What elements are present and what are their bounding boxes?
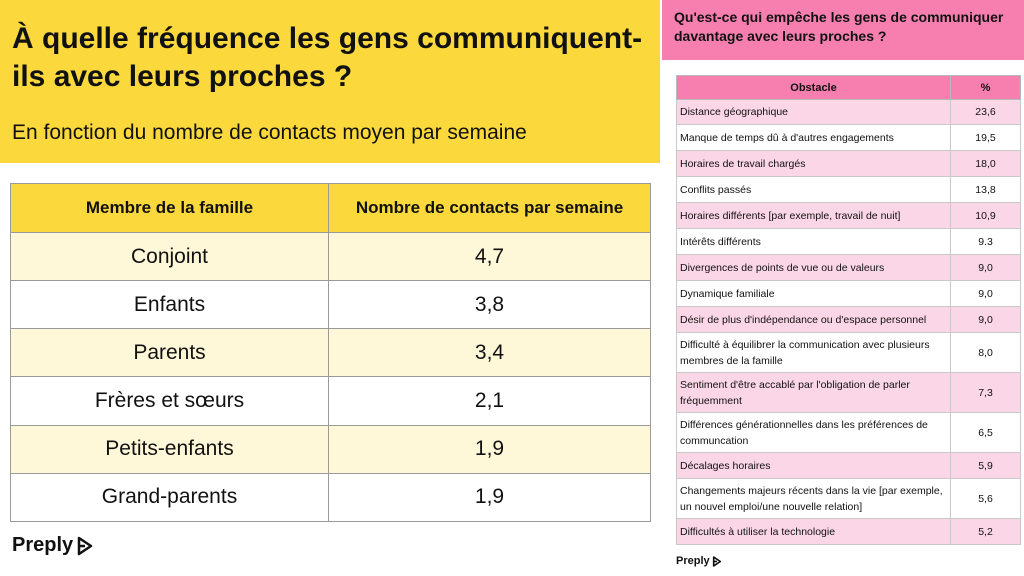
table-row: Conjoint 4,7 <box>10 231 651 282</box>
obstacle-cell: Sentiment d'être accablé par l'obligatio… <box>676 372 951 413</box>
obstacle-cell: Manque de temps dû à d'autres engagement… <box>676 124 951 151</box>
left-header-band: À quelle fréquence les gens communiquent… <box>0 0 660 163</box>
member-cell: Frères et sœurs <box>10 376 329 426</box>
right-title: Qu'est-ce qui empêche les gens de commun… <box>674 9 1004 44</box>
brand-logo-left: Preply <box>12 534 94 557</box>
obstacle-cell: Intérêts différents <box>676 228 951 255</box>
table-row: Parents 3,4 <box>10 328 651 378</box>
obstacle-cell: Désir de plus d'indépendance ou d'espace… <box>676 306 951 333</box>
table-row: Intérêts différents 9.3 <box>676 228 1021 255</box>
percent-cell: 18,0 <box>950 150 1021 177</box>
column-header-contacts: Nombre de contacts par semaine <box>328 183 651 233</box>
contacts-cell: 1,9 <box>328 424 651 474</box>
table-row: Enfants 3,8 <box>10 280 651 330</box>
brand-name: Preply <box>12 534 74 556</box>
table-row: Désir de plus d'indépendance ou d'espace… <box>676 306 1021 333</box>
member-cell: Conjoint <box>10 231 329 282</box>
obstacles-table: Obstacle % Distance géographique 23,6 Ma… <box>676 75 1021 545</box>
column-header-member: Membre de la famille <box>10 183 329 233</box>
table-row: Divergences de points de vue ou de valeu… <box>676 254 1021 281</box>
contacts-cell: 4,7 <box>328 231 651 282</box>
table-row: Décalages horaires 5,9 <box>676 452 1021 479</box>
percent-cell: 7,3 <box>950 372 1021 413</box>
table-row: Difficultés à utiliser la technologie 5,… <box>676 518 1021 545</box>
percent-cell: 19,5 <box>950 124 1021 151</box>
table-row: Petits-enfants 1,9 <box>10 424 651 474</box>
table-row: Horaires différents [par exemple, travai… <box>676 202 1021 229</box>
obstacle-cell: Difficulté à équilibrer la communication… <box>676 332 951 373</box>
table-row: Conflits passés 13,8 <box>676 176 1021 203</box>
obstacle-cell: Dynamique familiale <box>676 280 951 307</box>
percent-cell: 9,0 <box>950 280 1021 307</box>
obstacle-cell: Différences générationnelles dans les pr… <box>676 412 951 453</box>
obstacle-cell: Difficultés à utiliser la technologie <box>676 518 951 545</box>
contacts-cell: 3,8 <box>328 280 651 330</box>
column-header-obstacle: Obstacle <box>676 75 951 100</box>
contacts-cell: 1,9 <box>328 472 651 523</box>
brand-name: Preply <box>676 555 710 567</box>
table-header-row: Obstacle % <box>676 75 1021 100</box>
percent-cell: 9,0 <box>950 254 1021 281</box>
obstacle-cell: Distance géographique <box>676 99 951 125</box>
percent-cell: 23,6 <box>950 99 1021 125</box>
left-title: À quelle fréquence les gens communiquent… <box>12 22 643 93</box>
table-row: Différences générationnelles dans les pr… <box>676 412 1021 453</box>
table-row: Dynamique familiale 9,0 <box>676 280 1021 307</box>
obstacle-cell: Divergences de points de vue ou de valeu… <box>676 254 951 281</box>
member-cell: Enfants <box>10 280 329 330</box>
preply-logo-icon <box>712 555 721 567</box>
percent-cell: 5,6 <box>950 478 1021 519</box>
percent-cell: 10,9 <box>950 202 1021 229</box>
percent-cell: 6,5 <box>950 412 1021 453</box>
right-header-band: Qu'est-ce qui empêche les gens de commun… <box>662 0 1024 60</box>
column-header-percent: % <box>950 75 1021 100</box>
table-header-row: Membre de la famille Nombre de contacts … <box>10 183 651 233</box>
contacts-cell: 2,1 <box>328 376 651 426</box>
table-row: Sentiment d'être accablé par l'obligatio… <box>676 372 1021 413</box>
percent-cell: 13,8 <box>950 176 1021 203</box>
percent-cell: 5,2 <box>950 518 1021 545</box>
obstacle-cell: Décalages horaires <box>676 452 951 479</box>
member-cell: Parents <box>10 328 329 378</box>
family-contacts-table: Membre de la famille Nombre de contacts … <box>10 183 651 523</box>
member-cell: Grand-parents <box>10 472 329 523</box>
obstacle-cell: Conflits passés <box>676 176 951 203</box>
member-cell: Petits-enfants <box>10 424 329 474</box>
table-row: Changements majeurs récents dans la vie … <box>676 478 1021 519</box>
percent-cell: 9,0 <box>950 306 1021 333</box>
table-row: Distance géographique 23,6 <box>676 99 1021 125</box>
table-row: Frères et sœurs 2,1 <box>10 376 651 426</box>
percent-cell: 8,0 <box>950 332 1021 373</box>
table-row: Grand-parents 1,9 <box>10 472 651 523</box>
left-subtitle: En fonction du nombre de contacts moyen … <box>12 121 527 144</box>
obstacle-cell: Changements majeurs récents dans la vie … <box>676 478 951 519</box>
obstacle-cell: Horaires de travail chargés <box>676 150 951 177</box>
preply-logo-icon <box>77 536 93 555</box>
contacts-cell: 3,4 <box>328 328 651 378</box>
brand-logo-right: Preply <box>676 555 722 567</box>
obstacle-cell: Horaires différents [par exemple, travai… <box>676 202 951 229</box>
table-row: Difficulté à équilibrer la communication… <box>676 332 1021 373</box>
table-row: Manque de temps dû à d'autres engagement… <box>676 124 1021 151</box>
table-row: Horaires de travail chargés 18,0 <box>676 150 1021 177</box>
percent-cell: 9.3 <box>950 228 1021 255</box>
percent-cell: 5,9 <box>950 452 1021 479</box>
